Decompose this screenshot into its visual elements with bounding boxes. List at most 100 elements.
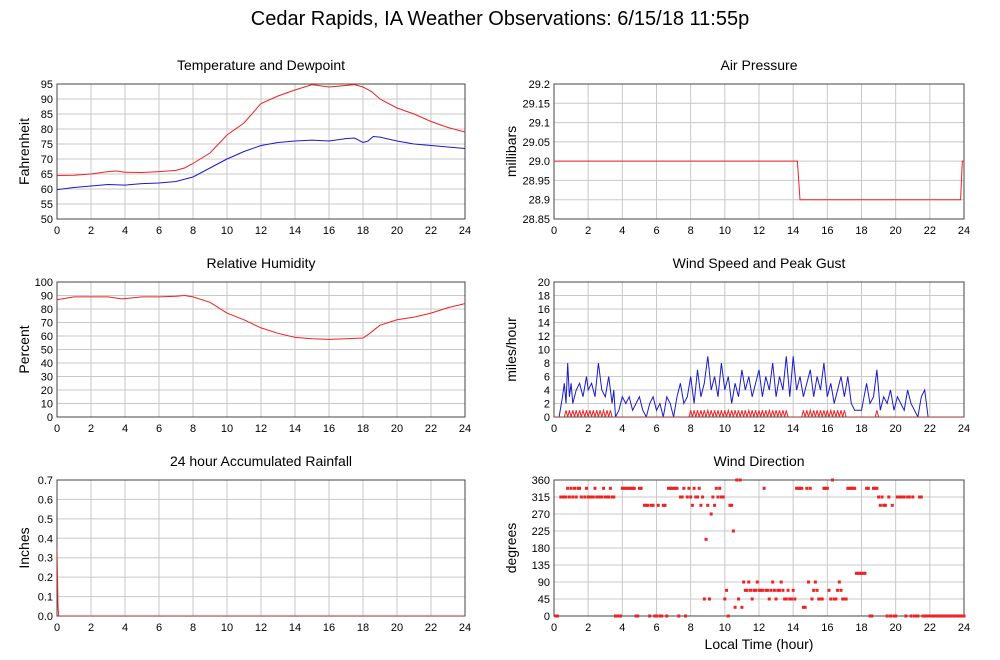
y-tick-label: 95 <box>41 79 53 91</box>
scatter-point <box>687 486 691 490</box>
scatter-point <box>584 486 588 490</box>
x-tick-label: 18 <box>855 225 867 237</box>
scatter-point <box>590 495 594 499</box>
scatter-point <box>690 503 694 507</box>
series-line-blue <box>57 135 465 191</box>
chart-title: Wind Speed and Peak Gust <box>673 255 846 271</box>
y-tick-label: 80 <box>41 304 53 316</box>
scatter-point <box>960 614 964 618</box>
scatter-point <box>935 614 939 618</box>
x-tick-label: 12 <box>255 622 267 634</box>
x-tick-label: 10 <box>719 622 731 634</box>
scatter-point <box>875 486 879 490</box>
x-tick-label: 4 <box>122 622 128 634</box>
scatter-point <box>596 495 600 499</box>
scatter-point <box>830 478 834 482</box>
x-tick-label: 14 <box>787 423 799 435</box>
scatter-point <box>646 503 650 507</box>
y-tick-label: 14 <box>538 318 550 330</box>
scatter-point <box>694 495 698 499</box>
y-tick-label: 135 <box>532 560 550 572</box>
y-tick-label: 0.5 <box>38 514 53 526</box>
y-tick-label: 29.05 <box>522 137 550 149</box>
y-tick-label: 45 <box>538 594 550 606</box>
scatter-point <box>610 495 614 499</box>
scatter-point <box>637 486 641 490</box>
scatter-point <box>836 588 840 592</box>
scatter-point <box>649 503 653 507</box>
scatter-point <box>846 486 850 490</box>
scatter-point <box>800 486 804 490</box>
scatter-point <box>861 571 865 575</box>
scatter-point <box>889 614 893 618</box>
scatter-point <box>658 614 662 618</box>
scatter-point <box>707 597 711 601</box>
scatter-point <box>863 571 867 575</box>
scatter-point <box>962 614 966 618</box>
scatter-point <box>807 580 811 584</box>
x-tick-label: 10 <box>221 423 233 435</box>
x-tick-label: 10 <box>719 423 731 435</box>
y-tick-label: 100 <box>35 277 53 289</box>
scatter-point <box>554 614 558 618</box>
scatter-point <box>771 580 775 584</box>
scatter-point <box>892 614 896 618</box>
scatter-point <box>841 597 845 601</box>
x-tick-label: 18 <box>357 225 369 237</box>
scatter-point <box>759 588 763 592</box>
scatter-point <box>692 486 696 490</box>
scatter-point <box>665 614 669 618</box>
scatter-point <box>827 588 831 592</box>
scatter-point <box>696 495 699 499</box>
scatter-point <box>728 503 732 507</box>
scatter-point <box>653 614 657 618</box>
series-line-red <box>57 84 465 176</box>
scatter-point <box>714 486 718 490</box>
y-tick-label: 65 <box>41 169 53 181</box>
scatter-point <box>569 486 573 490</box>
scatter-point <box>899 495 903 499</box>
scatter-point <box>911 495 915 499</box>
scatter-point <box>624 486 628 490</box>
scatter-point <box>648 614 652 618</box>
scatter-point <box>781 588 785 592</box>
scatter-point <box>684 614 688 618</box>
chart-title: Relative Humidity <box>207 255 316 271</box>
x-tick-label: 18 <box>855 622 867 634</box>
scatter-point <box>685 495 689 499</box>
y-tick-label: 90 <box>41 94 53 106</box>
scatter-point <box>576 486 580 490</box>
scatter-point <box>607 495 611 499</box>
x-tick-label: 14 <box>289 622 301 634</box>
scatter-point <box>947 614 951 618</box>
scatter-point <box>737 597 740 601</box>
scatter-point <box>904 614 908 618</box>
scatter-point <box>564 495 568 499</box>
x-tick-label: 8 <box>190 225 196 237</box>
scatter-point <box>614 614 617 618</box>
scatter-point <box>699 503 703 507</box>
x-tick-label: 6 <box>653 225 659 237</box>
x-tick-label: 20 <box>391 225 403 237</box>
y-tick-label: 29.15 <box>522 98 550 110</box>
scatter-point <box>786 588 790 592</box>
x-tick-label: 4 <box>122 225 128 237</box>
scatter-point <box>632 486 636 490</box>
scatter-point <box>906 495 910 499</box>
scatter-point <box>769 588 773 592</box>
scatter-point <box>938 614 942 618</box>
scatter-point <box>579 495 583 499</box>
scatter-point <box>933 614 937 618</box>
scatter-point <box>848 486 852 490</box>
x-tick-label: 6 <box>156 225 162 237</box>
x-tick-label: 24 <box>958 622 970 634</box>
x-tick-label: 10 <box>221 225 233 237</box>
scatter-point <box>918 495 922 499</box>
scatter-point <box>774 597 778 601</box>
x-tick-label: 12 <box>753 225 765 237</box>
x-tick-label: 2 <box>88 423 94 435</box>
scatter-point <box>897 495 901 499</box>
y-tick-label: 270 <box>532 509 550 521</box>
x-tick-label: 22 <box>924 622 936 634</box>
scatter-point <box>803 605 807 609</box>
